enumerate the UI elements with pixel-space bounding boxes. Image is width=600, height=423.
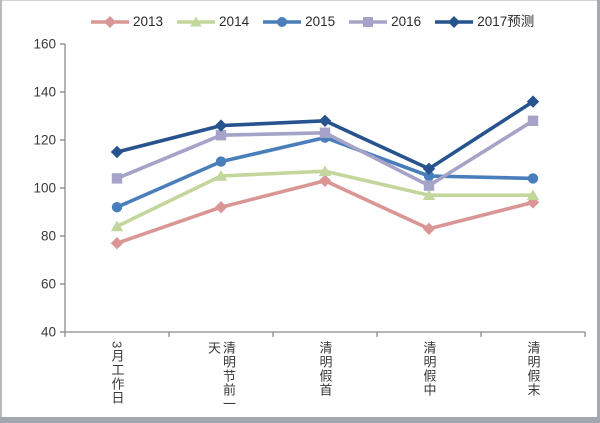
- legend-label: 2013: [133, 14, 164, 29]
- legend-item-2013: 2013: [90, 14, 163, 30]
- series-line-2013: [115, 179, 535, 245]
- y-axis-tick-label: 120: [33, 133, 56, 148]
- legend-label: 2014: [219, 14, 250, 29]
- legend-item-2016: 2016: [348, 14, 421, 30]
- series-marker-2014: [110, 220, 124, 232]
- series-marker-2017预测: [422, 162, 436, 175]
- image-border-right: [597, 0, 600, 423]
- chart-legend: 2013 2014 2015 2016 2017预测: [90, 13, 534, 31]
- legend-label: 2015: [305, 14, 336, 29]
- series-marker-2016: [527, 115, 539, 126]
- series-marker-2015: [527, 173, 539, 184]
- series-marker-2014: [526, 189, 540, 200]
- series-marker-2015: [215, 156, 227, 167]
- series-marker-2016: [111, 173, 123, 184]
- series-marker-2017预测: [526, 95, 540, 108]
- legend-marker-diamond-icon: [435, 16, 474, 28]
- series-marker-2014: [214, 170, 228, 181]
- image-border-left: [0, 0, 2, 423]
- y-axis-tick-label: 40: [41, 325, 56, 340]
- series-marker-2015: [111, 202, 123, 213]
- series-marker-2015: [423, 170, 435, 182]
- y-axis-tick-label: 80: [41, 229, 56, 244]
- legend-marker-triangle-icon: [177, 16, 216, 27]
- series-marker-2017预测: [110, 145, 124, 159]
- series-marker-2013: [422, 222, 436, 235]
- y-axis-tick-label: 60: [41, 277, 56, 292]
- series-marker-2017预测: [318, 114, 332, 127]
- legend-marker-square-icon: [349, 17, 388, 27]
- legend-marker-circle-icon: [263, 17, 302, 27]
- series-marker-2014: [318, 165, 332, 176]
- legend-item-2017预测: 2017预测: [434, 14, 534, 30]
- image-border-bottom: [0, 417, 600, 423]
- series-marker-2016: [423, 180, 435, 191]
- series-marker-2013: [318, 174, 332, 187]
- y-axis-tick-label: 140: [33, 85, 56, 100]
- series-marker-2017预测: [214, 119, 228, 132]
- series-marker-2016: [319, 127, 331, 138]
- image-border-top: [0, 0, 600, 1]
- series-marker-2013: [110, 237, 124, 250]
- legend-marker-diamond-icon: [91, 16, 129, 28]
- legend-label: 2016: [391, 14, 422, 29]
- series-marker-2014: [422, 189, 436, 200]
- series-marker-2016: [215, 130, 227, 141]
- legend-item-2014: 2014: [176, 14, 249, 30]
- legend-label: 2017预测: [477, 14, 535, 29]
- y-axis-tick-label: 160: [33, 37, 56, 52]
- series-marker-2013: [214, 201, 228, 214]
- y-axis-tick-label: 100: [33, 181, 56, 196]
- legend-item-2015: 2015: [262, 14, 335, 30]
